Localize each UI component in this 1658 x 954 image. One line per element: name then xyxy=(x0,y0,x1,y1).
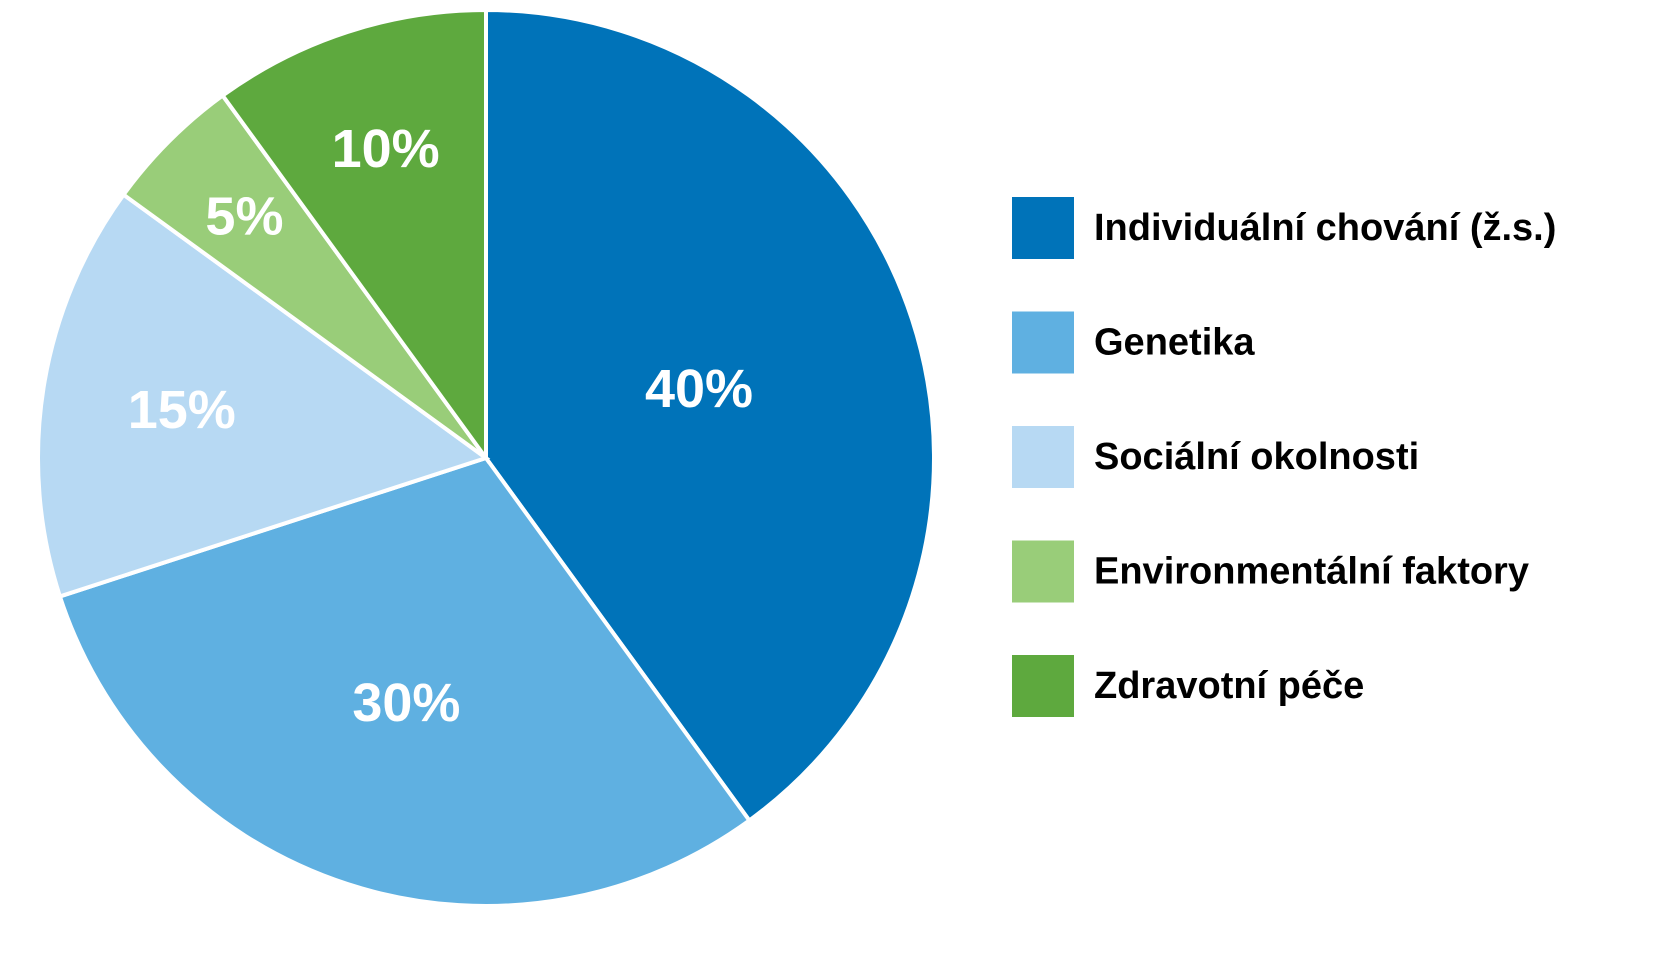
legend-label: Genetika xyxy=(1094,322,1255,364)
data-label: 40% xyxy=(645,359,753,419)
legend-swatch xyxy=(1012,197,1074,259)
pie-slice xyxy=(219,7,488,465)
data-label: 15% xyxy=(128,380,236,440)
legend-label: Individuální chování (ž.s.) xyxy=(1094,207,1556,249)
data-label: 30% xyxy=(352,673,460,733)
data-label: 10% xyxy=(332,119,440,179)
data-label: 5% xyxy=(205,186,283,246)
legend-label: Zdravotní péče xyxy=(1094,665,1364,707)
legend-label: Environmentální faktory xyxy=(1094,551,1529,593)
legend-swatch xyxy=(1012,655,1074,717)
pie-slice xyxy=(36,191,491,599)
pie-slice xyxy=(484,7,937,824)
legend-swatch xyxy=(1012,540,1074,603)
legend-label: Sociální okolnosti xyxy=(1094,436,1419,478)
legend-swatch xyxy=(1012,426,1074,488)
pie-slice xyxy=(57,455,753,909)
legend-swatch xyxy=(1012,311,1074,374)
